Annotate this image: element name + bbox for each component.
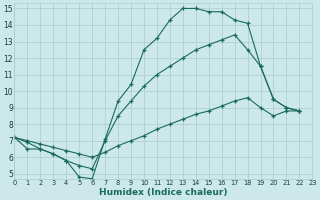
X-axis label: Humidex (Indice chaleur): Humidex (Indice chaleur)	[99, 188, 228, 197]
